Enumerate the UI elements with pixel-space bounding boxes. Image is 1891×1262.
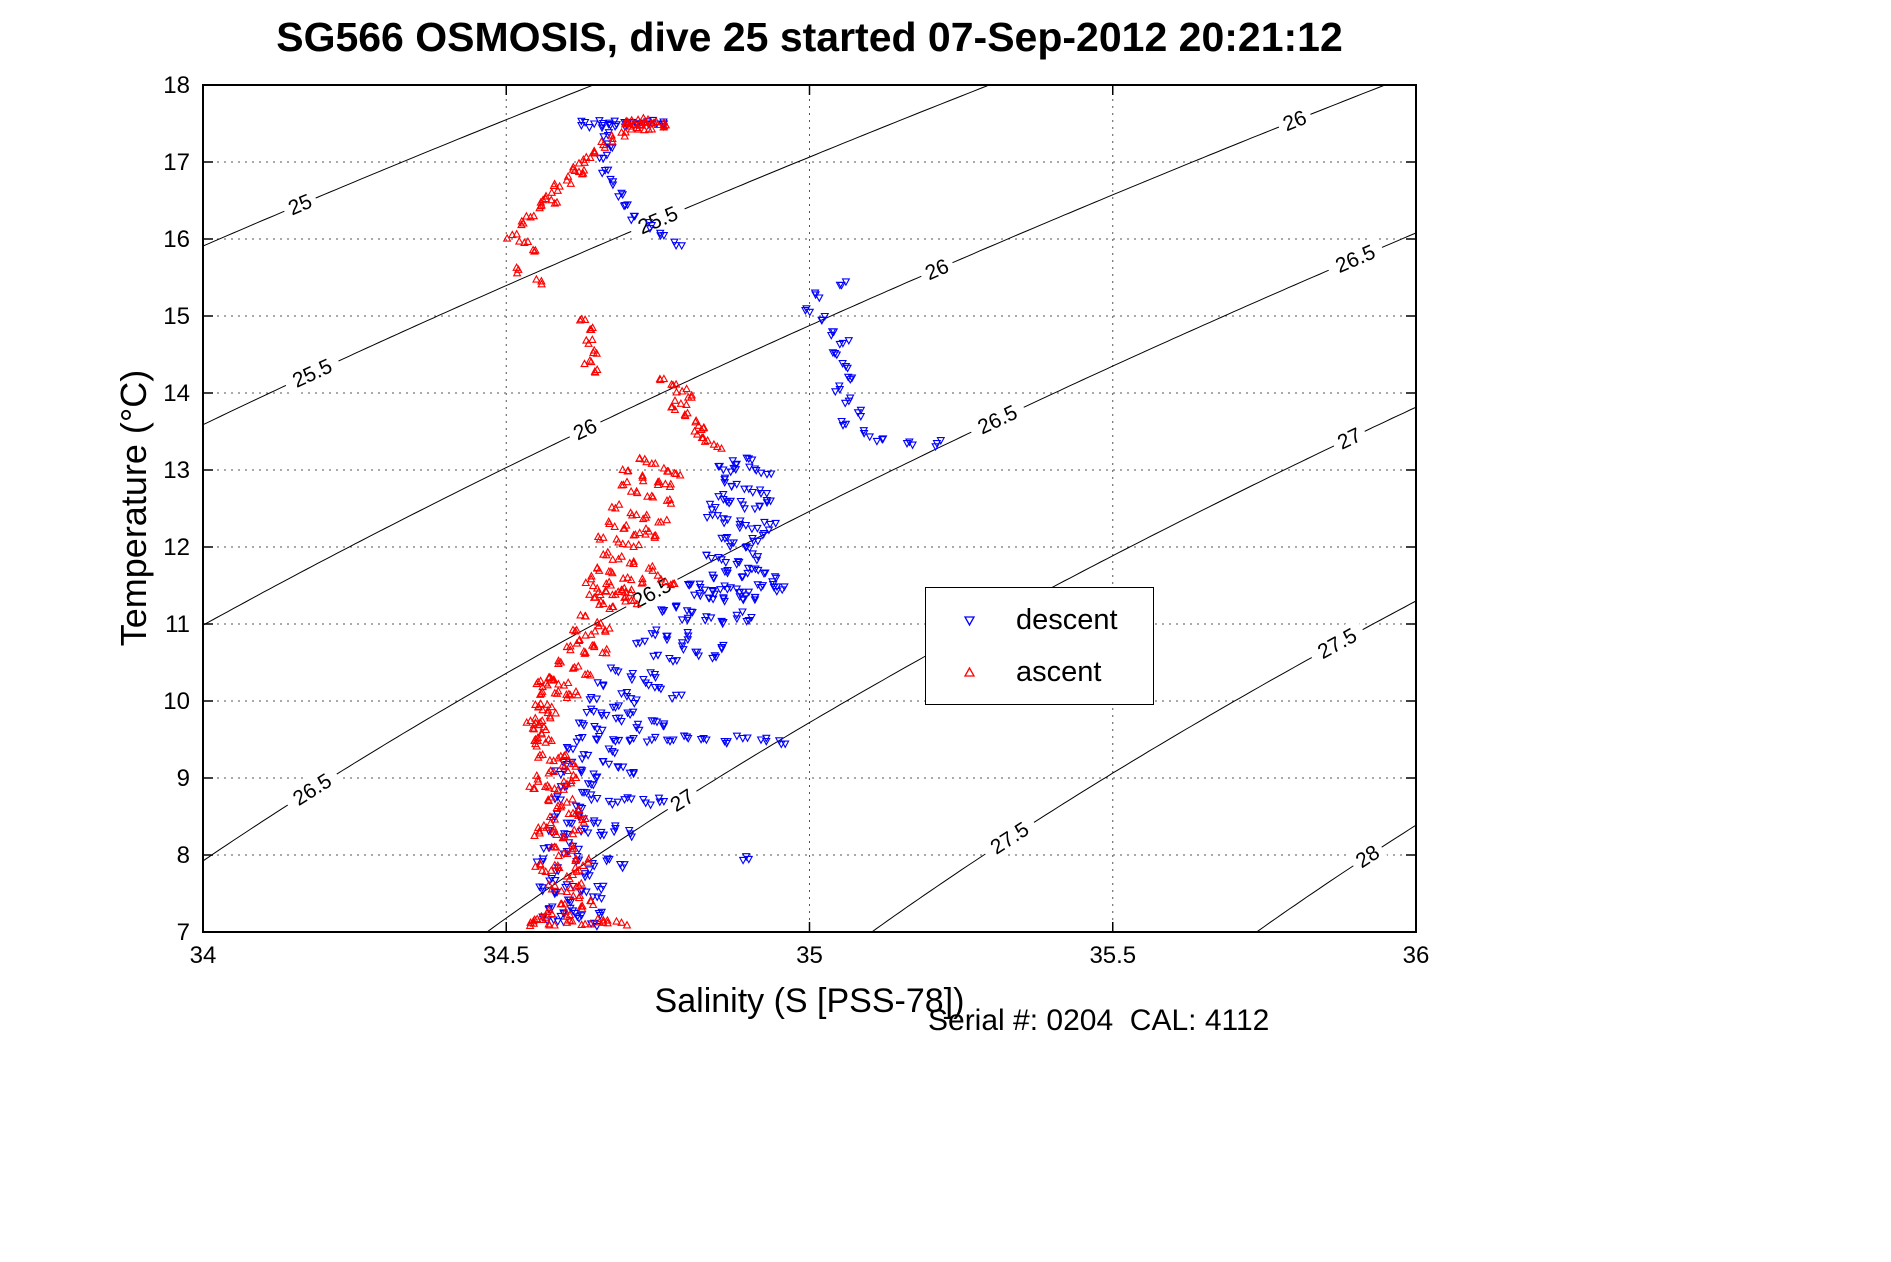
x-tick-label: 34.5 (483, 942, 530, 969)
legend-item-ascent: ascent (926, 646, 1153, 698)
y-tick-label: 10 (163, 688, 190, 715)
serial-cal-note: Serial #: 0204 CAL: 4112 (928, 1004, 1270, 1037)
series-descent-points (532, 116, 946, 931)
chart-title: SG566 OSMOSIS, dive 25 started 07-Sep-20… (276, 14, 1343, 60)
x-tick-label: 35 (796, 942, 823, 969)
y-tick-label: 8 (177, 842, 190, 869)
y-axis-label: Temperature (°C) (113, 369, 154, 647)
contour-label: 25 (279, 186, 321, 224)
tick-labels: 34 34.5 35 35.5 36 7 8 9 10 11 12 13 14 15 16 17 18 (163, 72, 1429, 969)
x-axis-label: Salinity (S [PSS-78]) (654, 982, 965, 1020)
ascent-marker-icon (963, 666, 976, 677)
axis-ticks (202, 84, 1417, 933)
legend-label-descent: descent (1016, 603, 1118, 636)
y-tick-label: 15 (163, 303, 190, 330)
legend-label-ascent: ascent (1016, 655, 1102, 688)
x-tick-label: 36 (1403, 942, 1430, 969)
legend-box: descent ascent (925, 587, 1154, 705)
descent-marker-icon (963, 616, 976, 627)
y-tick-label: 9 (177, 765, 190, 792)
grid-lines (203, 85, 1416, 932)
y-tick-label: 18 (163, 72, 190, 99)
y-tick-label: 13 (163, 457, 190, 484)
x-tick-label: 35.5 (1089, 942, 1136, 969)
y-tick-label: 16 (163, 226, 190, 253)
y-tick-label: 12 (163, 534, 190, 561)
y-tick-label: 7 (177, 919, 190, 946)
x-tick-label: 34 (190, 942, 217, 969)
y-tick-label: 14 (163, 380, 190, 407)
contour-label: 26 (1274, 102, 1316, 140)
y-tick-label: 11 (165, 611, 190, 638)
legend-item-descent: descent (926, 594, 1153, 646)
contour-label: 26.5 (280, 763, 344, 816)
scatter-points (502, 113, 946, 931)
y-tick-label: 17 (163, 149, 190, 176)
series-ascent-points (502, 113, 726, 929)
contour-label: 26 (916, 250, 958, 289)
